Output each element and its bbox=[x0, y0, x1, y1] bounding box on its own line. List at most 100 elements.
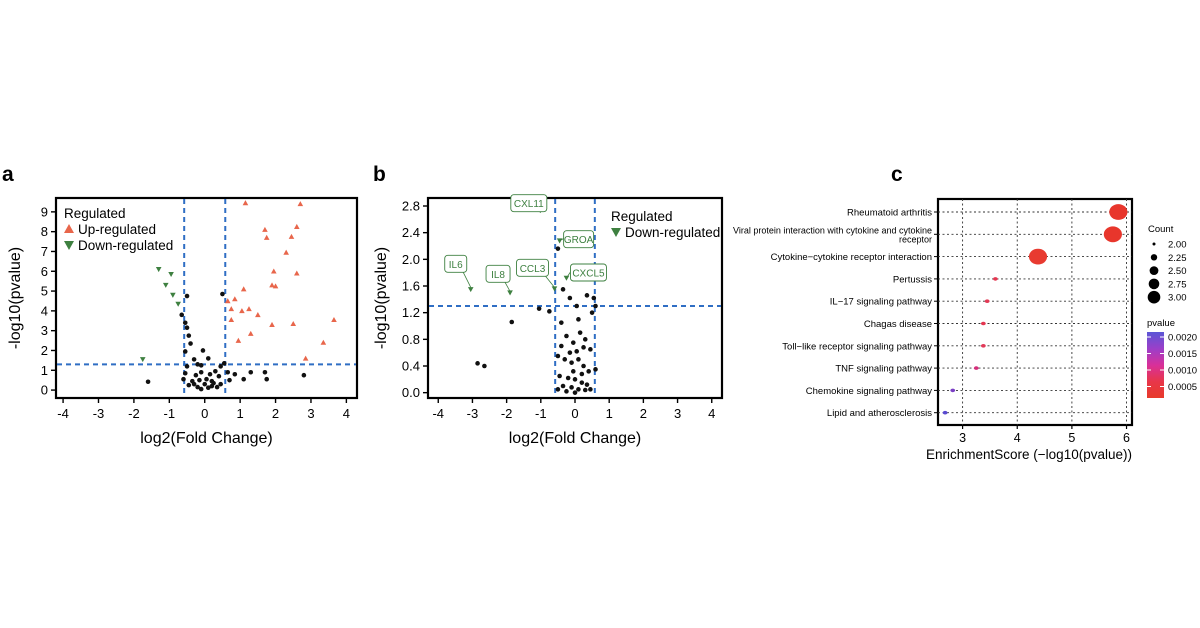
nonsignificant-point bbox=[574, 349, 580, 354]
x-tick-label: 4 bbox=[1014, 431, 1021, 445]
nonsignificant-point bbox=[574, 303, 580, 309]
nonsignificant-point bbox=[191, 381, 197, 387]
nonsignificant-point bbox=[555, 353, 561, 359]
nonsignificant-point bbox=[198, 386, 204, 392]
nonsignificant-point bbox=[248, 369, 254, 375]
nonsignificant-point bbox=[564, 389, 569, 394]
pathway-label: receptor bbox=[899, 234, 932, 244]
legend-entry: Up-regulated bbox=[78, 222, 156, 237]
x-tick-label: 4 bbox=[708, 406, 715, 421]
nonsignificant-point bbox=[569, 360, 574, 365]
y-tick-label: 8 bbox=[41, 224, 48, 239]
up-regulated-point bbox=[269, 321, 275, 327]
up-regulated-point bbox=[290, 320, 297, 326]
pathway-label: Rheumatoid arthritis bbox=[847, 208, 932, 219]
up-regulated-point bbox=[331, 316, 337, 323]
nonsignificant-point bbox=[565, 375, 571, 381]
nonsignificant-point bbox=[584, 293, 590, 298]
nonsignificant-point bbox=[582, 337, 588, 342]
annotation-label-box bbox=[570, 263, 607, 282]
annotation-label: CXL11 bbox=[514, 199, 544, 210]
nonsignificant-point bbox=[482, 363, 487, 369]
up-regulated-point bbox=[239, 308, 245, 314]
legend-entry: Down-regulated bbox=[625, 225, 720, 240]
annotation-label: CXCL5 bbox=[572, 269, 605, 280]
x-tick-label: -2 bbox=[501, 406, 513, 421]
nonsignificant-point bbox=[570, 369, 576, 374]
legend-entry: Down-regulated bbox=[78, 238, 173, 253]
nonsignificant-point bbox=[588, 347, 593, 352]
y-tick-label: 0.4 bbox=[402, 359, 420, 374]
up-regulated-point bbox=[246, 306, 252, 312]
up-regulated-point bbox=[302, 355, 309, 361]
up-regulated-point bbox=[297, 201, 304, 207]
size-legend-dot bbox=[1147, 290, 1161, 304]
pathway-label: Viral protein interaction with cytokine … bbox=[733, 225, 932, 235]
nonsignificant-point bbox=[197, 377, 202, 383]
nonsignificant-point bbox=[576, 357, 581, 362]
panel-letter-c: c bbox=[891, 163, 903, 186]
nonsignificant-point bbox=[572, 390, 578, 395]
legend-down-marker bbox=[64, 241, 74, 250]
down-regulated-point bbox=[168, 271, 174, 278]
y-tick-label: 7 bbox=[41, 244, 48, 259]
y-axis-label: -log10(pvalue) bbox=[373, 247, 390, 349]
x-tick-label: 3 bbox=[959, 431, 966, 445]
nonsignificant-point bbox=[193, 372, 199, 378]
nonsignificant-point bbox=[589, 310, 595, 315]
up-regulated-point bbox=[255, 312, 261, 318]
nonsignificant-point bbox=[577, 330, 583, 335]
y-tick-label: 2.0 bbox=[402, 252, 420, 267]
enrichment-bubble bbox=[973, 366, 979, 370]
nonsignificant-point bbox=[301, 372, 307, 378]
x-tick-label: -2 bbox=[128, 406, 140, 421]
nonsignificant-point bbox=[241, 376, 246, 382]
y-tick-label: 2.4 bbox=[402, 225, 420, 240]
size-legend-label: 2.75 bbox=[1168, 279, 1187, 290]
nonsignificant-point bbox=[262, 369, 268, 375]
nonsignificant-point bbox=[564, 333, 569, 339]
nonsignificant-point bbox=[593, 303, 598, 309]
nonsignificant-point bbox=[576, 317, 581, 322]
plot-frame bbox=[936, 197, 1134, 427]
annotation-leader-line bbox=[566, 271, 571, 279]
nonsignificant-point bbox=[204, 376, 209, 382]
y-tick-label: 3 bbox=[41, 323, 48, 338]
volcano-plot-b: -4 -3 -2 -1 0 1 2 3 4 0.0 0.4 0.8 1.2 1.6 2.0 2.4 2.8 log… bbox=[373, 194, 724, 447]
color-legend-label: 0.0005 bbox=[1168, 382, 1197, 393]
plot-frame bbox=[54, 196, 359, 400]
x-tick-label: 0 bbox=[571, 406, 578, 421]
nonsignificant-point bbox=[184, 364, 190, 369]
nonsignificant-point bbox=[567, 295, 573, 301]
volcano-plot-a: -4 -3 -2 -1 0 1 2 3 4 0 1 2 3 4 5 6 7 8 9 log2(Fold Change)… bbox=[7, 196, 359, 447]
up-regulated-point bbox=[235, 337, 242, 343]
nonsignificant-point bbox=[221, 361, 227, 366]
annotation-label-box bbox=[510, 194, 548, 213]
y-tick-label: 4 bbox=[41, 303, 48, 318]
size-legend-label: 3.00 bbox=[1168, 293, 1187, 304]
size-legend-label: 2.50 bbox=[1168, 266, 1187, 277]
up-regulated-point bbox=[228, 316, 235, 323]
down-regulated-point bbox=[507, 290, 513, 296]
up-regulated-point bbox=[320, 339, 327, 345]
nonsignificant-point bbox=[588, 387, 593, 392]
size-legend-label: 2.25 bbox=[1168, 253, 1187, 264]
y-tick-label: 2.8 bbox=[402, 199, 420, 214]
x-tick-label: 3 bbox=[307, 406, 314, 421]
y-tick-label: 9 bbox=[41, 204, 48, 219]
enrichment-bubble bbox=[1109, 204, 1128, 220]
up-regulated-point bbox=[294, 270, 300, 276]
annotation-label-box bbox=[563, 230, 595, 249]
color-legend-bar bbox=[1147, 332, 1164, 398]
nonsignificant-point bbox=[591, 295, 597, 301]
up-regulated-point bbox=[228, 306, 235, 312]
annotation-label: GROA bbox=[564, 235, 594, 246]
x-axis-label: log2(Fold Change) bbox=[140, 430, 273, 447]
down-regulated-point bbox=[563, 275, 570, 281]
up-regulated-point bbox=[262, 226, 268, 232]
x-tick-label: -4 bbox=[57, 406, 69, 421]
nonsignificant-point bbox=[200, 348, 206, 353]
y-tick-label: 1.2 bbox=[402, 305, 420, 320]
enrichment-bubble bbox=[950, 388, 956, 393]
